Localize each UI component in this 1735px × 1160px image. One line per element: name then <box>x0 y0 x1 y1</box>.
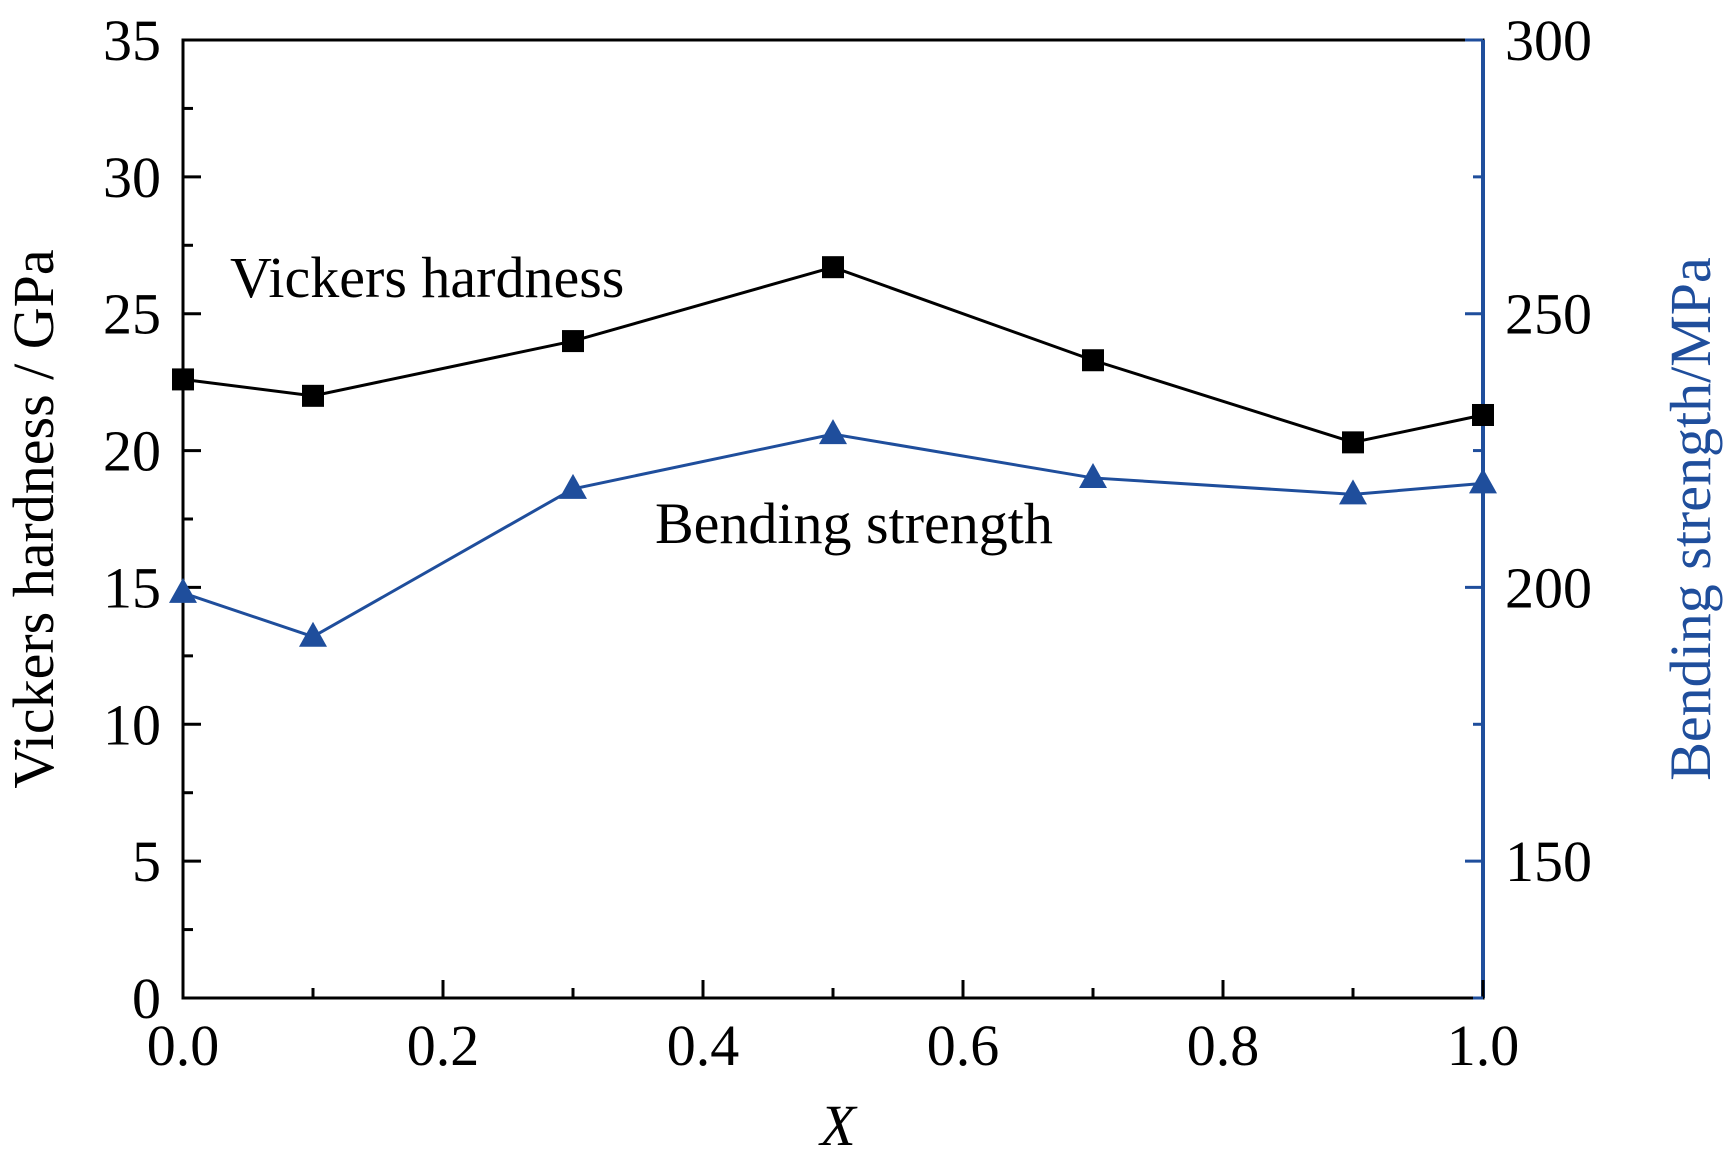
bending-strength-point <box>169 577 197 603</box>
vickers-hardness-point <box>1342 431 1364 454</box>
x-tick-label: 0.4 <box>667 1013 740 1078</box>
x-tick-label: 0.6 <box>927 1013 1000 1078</box>
y-right-axis-title: Bending strength/MPa <box>1658 257 1723 781</box>
bending-strength-point <box>1339 479 1367 505</box>
vickers-hardness-point <box>1472 403 1494 426</box>
y-left-tick-label: 35 <box>103 8 161 73</box>
bending-strength-point <box>299 621 327 647</box>
vickers-hardness-point <box>1082 349 1104 372</box>
bending-strength-point <box>1469 468 1497 494</box>
y-left-tick-label: 15 <box>103 555 161 620</box>
y-left-tick-label: 25 <box>103 282 161 347</box>
bending-strength-point <box>819 419 847 445</box>
y-left-tick-label: 0 <box>132 966 161 1031</box>
vickers-hardness-point <box>302 384 324 407</box>
y-left-tick-label: 10 <box>103 692 161 757</box>
y-right-tick-label: 150 <box>1505 829 1592 894</box>
annotation-bending-strength: Bending strength <box>655 491 1053 556</box>
x-tick-label: 0.0 <box>147 1013 220 1078</box>
y-left-tick-label: 30 <box>103 145 161 210</box>
vickers-hardness-point <box>562 330 584 353</box>
series-layer <box>169 256 1497 647</box>
y-right-tick-label: 250 <box>1505 282 1592 347</box>
x-tick-label: 1.0 <box>1447 1013 1520 1078</box>
y-left-tick-label: 20 <box>103 419 161 484</box>
x-tick-label: 0.2 <box>407 1013 480 1078</box>
bending-strength-point <box>559 473 587 499</box>
ticks-layer: 0.0 0.2 0.4 0.6 0.8 1.0 0 5 10 15 20 25 30 35 150 200 25… <box>103 8 1592 1078</box>
y-left-tick-label: 5 <box>132 829 161 894</box>
bending-strength-point <box>1079 462 1107 488</box>
x-axis-title: X <box>818 1093 858 1158</box>
annotation-vickers-hardness: Vickers hardness <box>230 245 624 310</box>
vickers-hardness-point <box>822 256 844 279</box>
vickers-hardness-point <box>172 368 194 391</box>
y-left-axis-title: Vickers hardness / GPa <box>1 249 66 788</box>
y-right-tick-label: 200 <box>1505 555 1592 620</box>
y-right-tick-label: 300 <box>1505 8 1592 73</box>
x-tick-label: 0.8 <box>1187 1013 1260 1078</box>
